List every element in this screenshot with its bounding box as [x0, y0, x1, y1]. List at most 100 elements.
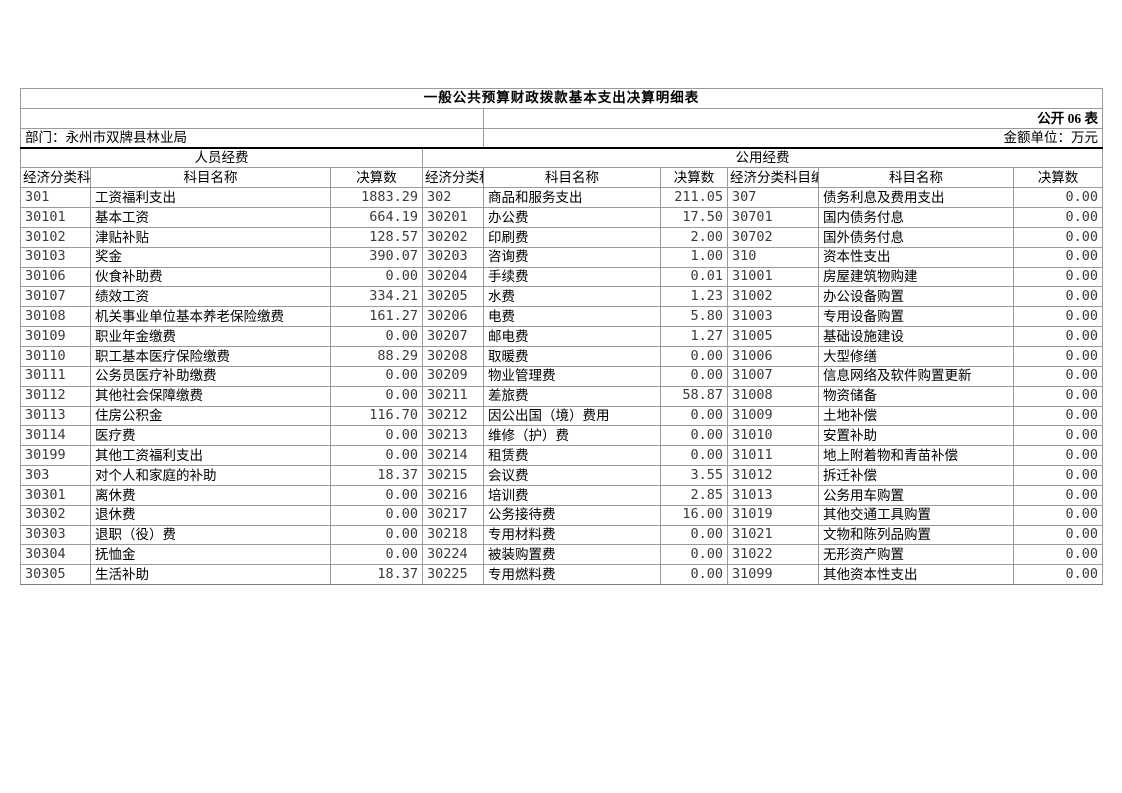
cell-code-2: 30215: [422, 465, 484, 486]
page-title: 一般公共预算财政拨款基本支出决算明细表: [19, 88, 1104, 109]
cell-name-3: 其他资本性支出: [818, 564, 1014, 586]
col-head-amount-1: 决算数: [330, 167, 423, 189]
cell-code-1: 30112: [20, 385, 91, 407]
cell-name-2: 取暖费: [483, 345, 661, 367]
cell-amount-2: 2.85: [660, 484, 728, 506]
cell-name-2: 商品和服务支出: [483, 187, 661, 209]
cell-amount-2: 1.27: [660, 326, 728, 347]
cell-amount-1: 128.57: [330, 226, 423, 248]
cell-name-3: 公务用车购置: [818, 484, 1014, 506]
cell-code-2: 30213: [422, 425, 484, 447]
department-label: 部门：永州市双牌县林业局: [20, 127, 484, 150]
cell-code-1: 301: [20, 187, 91, 209]
cell-name-1: 基本工资: [90, 207, 331, 228]
cell-name-3: 房屋建筑物购建: [818, 266, 1014, 288]
cell-amount-2: 0.00: [660, 445, 728, 467]
cell-amount-1: 0.00: [330, 425, 423, 447]
cell-amount-2: 0.00: [660, 345, 728, 367]
cell-amount-1: 0.00: [330, 365, 423, 387]
cell-amount-2: 0.00: [660, 405, 728, 427]
form-number-row: 公开 06 表: [20, 107, 1104, 129]
cell-code-1: 30110: [20, 345, 91, 367]
group-header-personnel: 人员经费: [20, 147, 423, 169]
cell-code-1: 30108: [20, 306, 91, 328]
cell-name-2: 培训费: [483, 484, 661, 506]
cell-code-1: 30301: [20, 484, 91, 506]
cell-amount-3: 0.00: [1012, 425, 1104, 447]
cell-amount-3: 0.00: [1012, 207, 1104, 228]
cell-name-3: 大型修缮: [818, 345, 1014, 367]
cell-name-2: 差旅费: [483, 385, 661, 407]
cell-code-2: 30217: [422, 504, 484, 526]
cell-name-3: 资本性支出: [818, 246, 1014, 268]
table-row: 30103 奖金 390.07 30203 咨询费 1.00 310 资本性支出 0.00: [20, 246, 1104, 268]
cell-name-2: 电费: [483, 306, 661, 328]
cell-code-1: 30107: [20, 286, 91, 308]
cell-amount-1: 18.37: [330, 465, 423, 486]
cell-name-3: 无形资产购置: [818, 544, 1014, 566]
table-row: 30110 职工基本医疗保险缴费 88.29 30208 取暖费 0.00 31006 大型修…: [20, 345, 1104, 367]
cell-name-1: 退休费: [90, 504, 331, 526]
cell-amount-1: 0.00: [330, 326, 423, 347]
col-head-code-1: 经济分类科目编码: [20, 167, 91, 189]
cell-name-2: 因公出国（境）费用: [483, 405, 661, 427]
cell-amount-3: 0.00: [1012, 286, 1104, 308]
cell-code-2: 30225: [422, 564, 484, 586]
cell-amount-1: 88.29: [330, 345, 423, 367]
cell-amount-3: 0.00: [1012, 306, 1104, 328]
cell-name-3: 土地补偿: [818, 405, 1014, 427]
table-row: 30106 伙食补助费 0.00 30204 手续费 0.01 31001 房屋建筑物购建 0.…: [20, 266, 1104, 288]
cell-code-3: 31009: [727, 405, 819, 427]
cell-amount-3: 0.00: [1012, 326, 1104, 347]
table-row: 30109 职业年金缴费 0.00 30207 邮电费 1.27 31005 基础设施建设 0.…: [20, 326, 1104, 347]
cell-name-2: 租赁费: [483, 445, 661, 467]
cell-amount-1: 1883.29: [330, 187, 423, 209]
cell-amount-2: 17.50: [660, 207, 728, 228]
cell-amount-3: 0.00: [1012, 564, 1104, 586]
cell-amount-3: 0.00: [1012, 226, 1104, 248]
cell-amount-3: 0.00: [1012, 484, 1104, 506]
cell-code-3: 31021: [727, 524, 819, 546]
cell-code-2: 302: [422, 187, 484, 209]
cell-amount-1: 0.00: [330, 484, 423, 506]
table-row: 30304 抚恤金 0.00 30224 被装购置费 0.00 31022 无形资产购置 0.0…: [20, 544, 1104, 566]
table-row: 30102 津贴补贴 128.57 30202 印刷费 2.00 30702 国外债务付息 0.…: [20, 226, 1104, 248]
title-row: 一般公共预算财政拨款基本支出决算明细表: [19, 88, 1104, 109]
cell-amount-2: 0.00: [660, 365, 728, 387]
cell-code-3: 31001: [727, 266, 819, 288]
cell-amount-2: 0.00: [660, 524, 728, 546]
cell-name-1: 绩效工资: [90, 286, 331, 308]
cell-code-3: 31013: [727, 484, 819, 506]
cell-code-2: 30209: [422, 365, 484, 387]
cell-name-2: 专用材料费: [483, 524, 661, 546]
cell-code-1: 303: [20, 465, 91, 486]
cell-amount-2: 0.01: [660, 266, 728, 288]
cell-code-2: 30208: [422, 345, 484, 367]
cell-name-1: 津贴补贴: [90, 226, 331, 248]
cell-amount-3: 0.00: [1012, 544, 1104, 566]
cell-amount-3: 0.00: [1012, 405, 1104, 427]
table-row: 30305 生活补助 18.37 30225 专用燃料费 0.00 31099 其他资本性支出…: [20, 564, 1104, 586]
table-row: 303 对个人和家庭的补助 18.37 30215 会议费 3.55 31012 拆迁补偿 0.…: [20, 465, 1104, 486]
cell-code-2: 30203: [422, 246, 484, 268]
cell-code-3: 31012: [727, 465, 819, 486]
table-row: 30302 退休费 0.00 30217 公务接待费 16.00 31019 其他交通工具购置…: [20, 504, 1104, 526]
cell-name-2: 邮电费: [483, 326, 661, 347]
cell-amount-1: 0.00: [330, 445, 423, 467]
cell-code-1: 30102: [20, 226, 91, 248]
cell-name-1: 机关事业单位基本养老保险缴费: [90, 306, 331, 328]
cell-amount-3: 0.00: [1012, 465, 1104, 486]
table-row: 30114 医疗费 0.00 30213 维修（护）费 0.00 31010 安置补助 0.00: [20, 425, 1104, 447]
cell-name-3: 债务利息及费用支出: [818, 187, 1014, 209]
report-sheet: 一般公共预算财政拨款基本支出决算明细表 公开 06 表 部门：永州市双牌县林业局…: [19, 88, 1104, 586]
cell-amount-2: 16.00: [660, 504, 728, 526]
cell-amount-2: 2.00: [660, 226, 728, 248]
cell-amount-1: 0.00: [330, 504, 423, 526]
cell-amount-3: 0.00: [1012, 504, 1104, 526]
cell-amount-1: 161.27: [330, 306, 423, 328]
cell-code-1: 30109: [20, 326, 91, 347]
cell-code-3: 31011: [727, 445, 819, 467]
cell-code-3: 30701: [727, 207, 819, 228]
cell-code-1: 30304: [20, 544, 91, 566]
cell-amount-3: 0.00: [1012, 345, 1104, 367]
